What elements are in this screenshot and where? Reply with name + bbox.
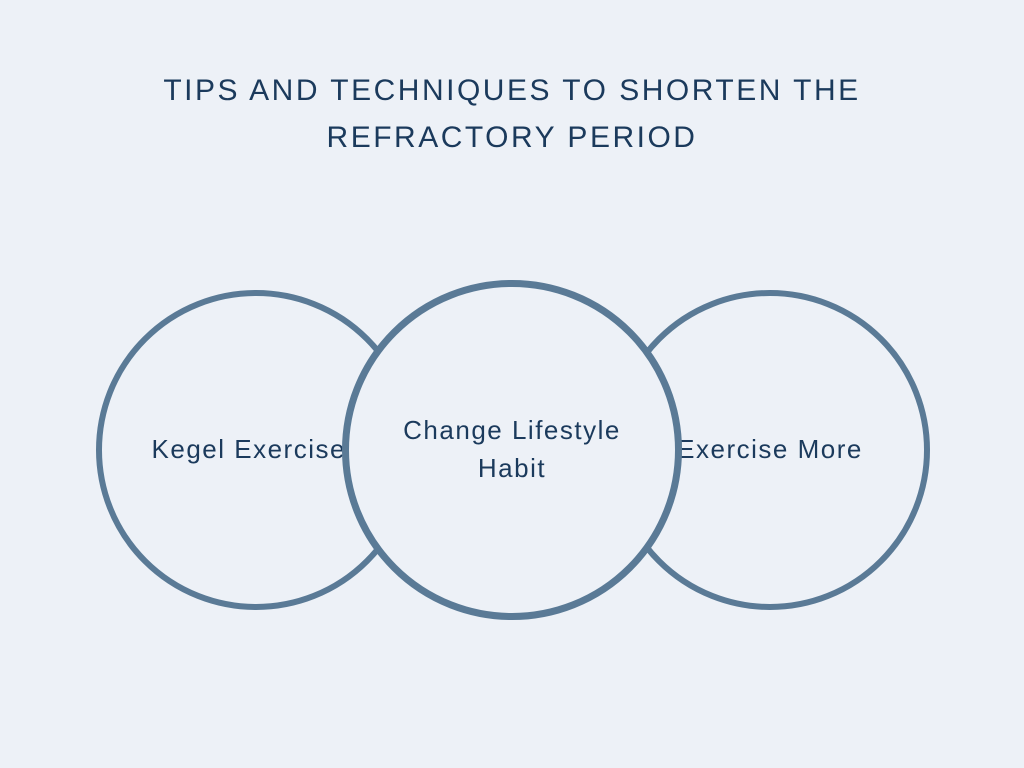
circle-lifestyle: Change Lifestyle Habit <box>342 280 682 620</box>
page-title: TIPS AND TECHNIQUES TO SHORTEN THE REFRA… <box>112 68 912 161</box>
circle-label: Exercise More <box>647 431 893 469</box>
circle-label: Change Lifestyle Habit <box>349 412 675 487</box>
circles-diagram: Kegel Exercises Change Lifestyle Habit E… <box>102 280 922 620</box>
